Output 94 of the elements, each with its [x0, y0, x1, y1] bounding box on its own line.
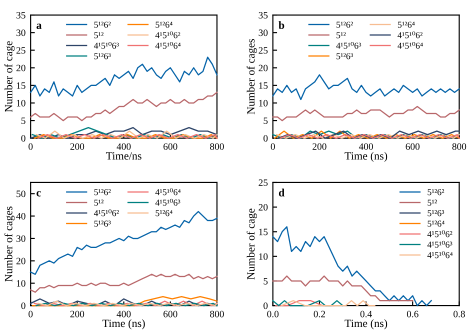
y-tick-label: 30 [16, 30, 26, 36]
legend-label: 5¹²6² [336, 22, 353, 28]
x-axis-title: Time (ns) [344, 319, 388, 330]
y-axis-title: Number of cages [246, 39, 257, 114]
legend-label: 5¹²6³ [94, 220, 111, 227]
x-tick-label: 600 [406, 143, 420, 150]
y-tick-label: 10 [16, 100, 26, 106]
x-tick-label: 200 [70, 143, 84, 150]
y-tick-label: 20 [16, 64, 26, 72]
legend-label: 5¹²6⁴ [398, 22, 415, 28]
legend-label: 5¹²6³ [428, 210, 444, 216]
legend-label: 5¹²6² [94, 22, 111, 28]
legend-label: 4¹5¹⁰6² [155, 31, 180, 38]
y-tick-label: 0 [21, 302, 26, 310]
x-tick-label: 800 [452, 143, 466, 150]
annotation: b [278, 21, 284, 30]
x-tick-label: 0 [28, 310, 33, 318]
legend-label: 4¹5¹⁰6³ [155, 198, 180, 206]
x-axis-title: Time/ns [106, 152, 142, 160]
legend-label: 4¹5¹⁰6² [94, 209, 119, 216]
x-tick-label: 400 [116, 310, 131, 318]
legend-label: 4¹5¹⁰6⁴ [155, 188, 181, 196]
y-tick-label: 15 [16, 82, 26, 89]
x-tick-label: 0 [28, 143, 33, 150]
y-tick-label: 10 [16, 280, 26, 287]
y-tick-label: 0 [21, 135, 26, 142]
legend-label: 5¹² [336, 32, 346, 38]
y-tick-label: 35 [258, 12, 268, 18]
legend-label: 5¹²6³ [336, 53, 354, 60]
legend-label: 4¹5¹⁰6³ [427, 240, 452, 248]
x-tick-label: 0.8 [454, 310, 465, 318]
y-tick-label: 0 [264, 302, 268, 310]
x-tick-label: 600 [164, 310, 178, 318]
line-series [30, 274, 218, 293]
annotation: d [278, 188, 285, 196]
x-tick-label: 0 [270, 143, 275, 150]
y-tick-label: 30 [258, 30, 268, 36]
legend-label: 4¹5¹⁰6³ [336, 42, 362, 49]
y-tick-label: 25 [258, 179, 268, 186]
legend-label: 4¹5¹⁰6⁴ [427, 251, 453, 258]
legend-label: 4¹5¹⁰6⁴ [155, 42, 181, 49]
y-axis-title: Number of cages [4, 206, 15, 282]
y-tick-label: 15 [259, 82, 268, 89]
y-tick-label: 20 [258, 204, 268, 211]
y-tick-label: 30 [16, 235, 26, 242]
legend-label: 5¹²6⁴ [428, 220, 445, 227]
y-tick-label: 5 [21, 118, 26, 124]
legend-label: 5¹² [94, 200, 104, 206]
y-tick-label: 20 [16, 258, 26, 264]
legend-label: 5¹²6⁴ [156, 210, 172, 216]
x-tick-label: 0.0 [267, 310, 279, 318]
legend-label: 5¹²6⁴ [156, 22, 172, 28]
line-series [272, 74, 460, 100]
legend-label: 5¹² [94, 32, 104, 38]
y-tick-label: 25 [258, 47, 268, 54]
legend-label: 4¹5¹⁰6³ [94, 42, 119, 49]
annotation: a [36, 24, 42, 30]
legend-label: 4¹5¹⁰6² [427, 230, 452, 238]
y-tick-label: 25 [16, 47, 26, 54]
line-series [30, 210, 218, 275]
annotation: c [36, 191, 41, 196]
legend-label: 5¹²6² [94, 189, 111, 196]
x-tick-label: 200 [312, 143, 326, 150]
x-tick-label: 0.2 [314, 310, 325, 318]
x-tick-label: 800 [210, 310, 224, 318]
legend-label: 5¹² [428, 200, 437, 206]
y-tick-label: 5 [264, 118, 268, 124]
y-tick-label: 10 [259, 253, 268, 260]
x-tick-label: 600 [164, 143, 178, 150]
y-tick-label: 35 [16, 12, 26, 18]
y-axis-title: Number of cage [4, 41, 15, 112]
y-tick-label: 5 [264, 278, 268, 284]
y-tick-label: 50 [16, 190, 26, 198]
x-axis-title: Time (ns) [344, 152, 388, 162]
y-tick-label: 15 [259, 228, 268, 236]
x-tick-label: 400 [116, 143, 131, 150]
x-tick-label: 0.4 [360, 310, 372, 318]
y-tick-label: 10 [259, 100, 268, 106]
x-tick-label: 800 [210, 143, 224, 150]
x-tick-label: 400 [358, 143, 373, 150]
y-tick-label: 0 [264, 135, 268, 142]
line-series [272, 106, 460, 122]
x-tick-label: 200 [70, 310, 84, 318]
x-axis-title: Time (ns) [102, 319, 145, 330]
legend-label: 5¹²6² [428, 189, 444, 196]
line-series [30, 92, 218, 122]
y-tick-label: 20 [258, 64, 268, 72]
legend-label: 4¹5¹⁰6⁴ [398, 42, 423, 49]
y-tick-label: 40 [16, 212, 26, 220]
line-series [272, 275, 414, 302]
legend-label: 5¹²6³ [94, 53, 111, 60]
y-axis-title: Number of cage [246, 208, 257, 280]
legend-label: 4¹5¹⁰6² [398, 31, 422, 38]
x-tick-label: 0.6 [406, 310, 418, 318]
